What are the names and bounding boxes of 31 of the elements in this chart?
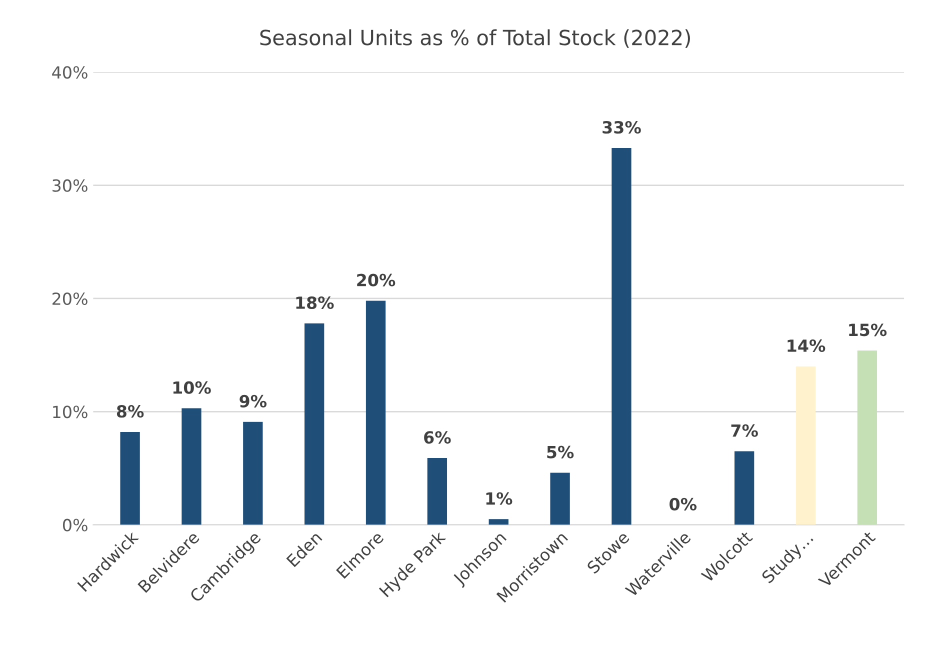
data-label: 18% [296,296,334,310]
data-label: 0% [670,498,697,510]
data-label: 10% [173,381,211,394]
data-label: 1% [486,492,512,505]
bar [120,432,140,525]
bar [243,422,263,525]
bar [366,300,386,525]
chart-title: Seasonal Units as % of Total Stock (2022) [260,29,690,48]
y-tick-label: 30% [52,179,88,192]
y-tick-label: 20% [52,292,88,306]
data-label: 6% [424,431,451,444]
y-tick-label: 40% [52,66,88,79]
bar [612,148,632,525]
bar [796,366,816,525]
bar [488,519,508,525]
data-label: 8% [116,405,144,418]
bar [550,472,570,525]
data-label: 5% [547,446,574,458]
data-label: 9% [240,394,267,408]
bar [734,451,754,525]
data-label: 20% [357,274,396,286]
y-tick-label: 10% [53,406,88,418]
bar [182,408,202,525]
data-label: 15% [849,324,887,336]
y-tick-label: 0% [63,518,88,532]
bar [304,323,324,525]
bar [427,458,448,525]
data-label: 33% [602,121,641,134]
data-label: 7% [731,424,758,437]
data-label: 14% [788,339,826,352]
bar [857,350,878,525]
